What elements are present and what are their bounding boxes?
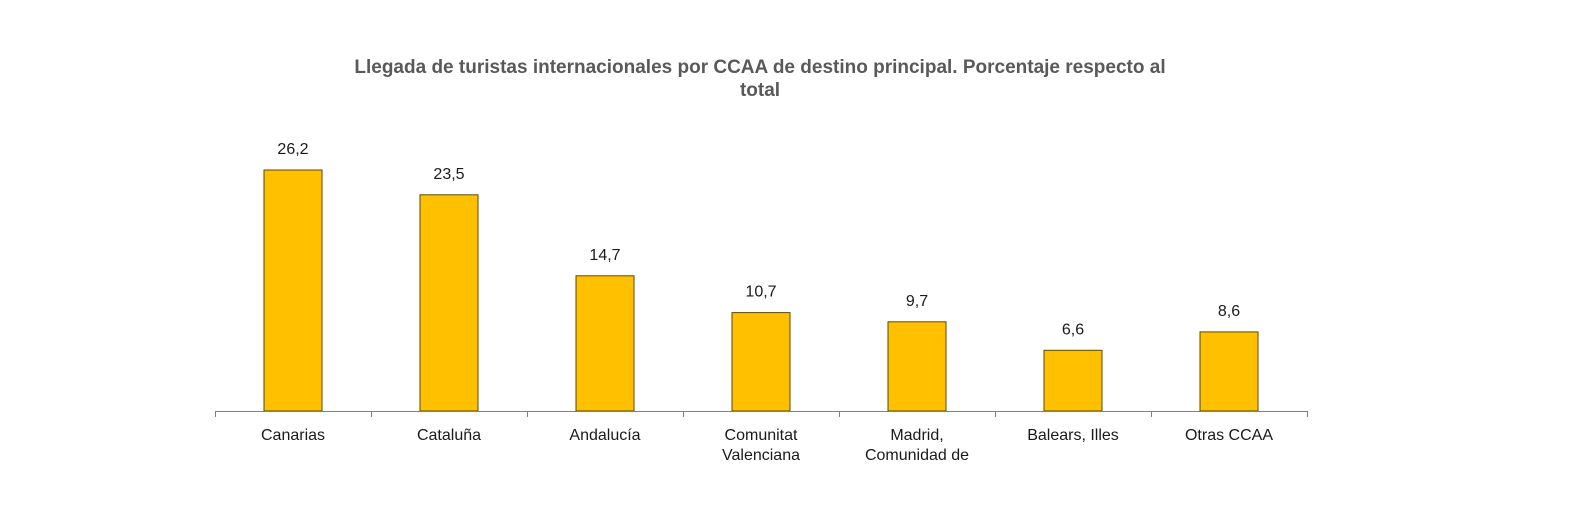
x-tick-label-4-line-1: Comunidad de: [865, 447, 969, 464]
bars-layer: [263, 169, 1259, 412]
bar-5: [1043, 349, 1103, 412]
chart-title-line-1: Llegada de turistas internacionales por …: [354, 57, 1165, 78]
x-tick-label-2: Andalucía: [569, 427, 640, 444]
x-tick-label-0: Canarias: [261, 427, 325, 444]
x-tick-label-3-line-1: Valenciana: [722, 447, 800, 464]
x-tick-label-3-line-0: Comunitat: [725, 427, 798, 444]
data-label-0: 26,2: [277, 141, 308, 158]
chart-title-line-2: total: [740, 80, 780, 101]
bar-4: [887, 321, 947, 412]
data-label-1: 23,5: [433, 166, 464, 183]
x-tick-label-1: Cataluña: [417, 427, 481, 444]
x-axis: [215, 411, 1308, 417]
data-label-6: 8,6: [1218, 303, 1240, 320]
bar-2: [575, 275, 635, 412]
data-label-2: 14,7: [589, 247, 620, 264]
bar-0: [263, 169, 323, 412]
x-tick-label-5: Balears, Illes: [1027, 427, 1119, 444]
data-label-4: 9,7: [906, 293, 928, 310]
bar-1: [419, 194, 479, 412]
x-tick-labels-layer: Canarias Cataluña Andalucía Comunitat Valenc…: [261, 427, 1273, 464]
data-label-5: 6,6: [1062, 321, 1084, 338]
x-tick-label-4-line-0: Madrid,: [890, 427, 943, 444]
x-tick-label-6: Otras CCAA: [1185, 427, 1273, 444]
bar-6: [1199, 331, 1259, 412]
data-labels-layer: 26,2 23,5 14,7 10,7 9,7 6,6 8,6: [277, 141, 1240, 338]
data-label-3: 10,7: [745, 284, 776, 301]
bar-3: [731, 312, 791, 412]
